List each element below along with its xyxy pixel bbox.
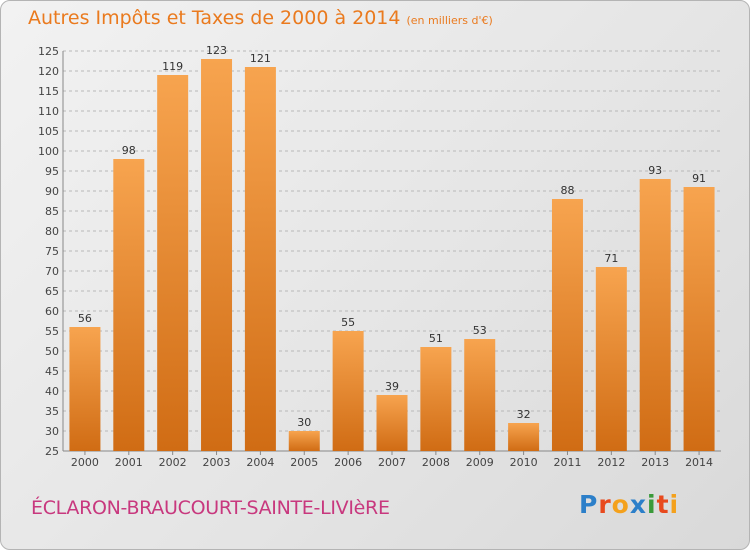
bar-value-label: 51 [429, 332, 443, 345]
x-tick-label: 2012 [597, 456, 625, 469]
bar-value-label: 88 [560, 184, 574, 197]
bar [551, 199, 583, 451]
x-tick-label: 2004 [246, 456, 274, 469]
y-tick-label: 120 [38, 65, 59, 78]
chart-unit: (en milliers d'€) [406, 14, 493, 27]
bar [201, 59, 233, 451]
bar-value-label: 91 [692, 172, 706, 185]
bar [157, 75, 189, 451]
y-tick-label: 95 [45, 165, 59, 178]
y-tick-label: 60 [45, 305, 59, 318]
y-tick-label: 85 [45, 205, 59, 218]
x-tick-label: 2001 [115, 456, 143, 469]
y-tick-label: 110 [38, 105, 59, 118]
y-tick-label: 30 [45, 425, 59, 438]
x-tick-label: 2014 [685, 456, 713, 469]
bar [113, 159, 145, 451]
x-tick-label: 2002 [159, 456, 187, 469]
x-tick-label: 2007 [378, 456, 406, 469]
bar-value-label: 39 [385, 380, 399, 393]
chart-title-text: Autres Impôts et Taxes de 2000 à 2014 [28, 7, 401, 29]
bar [332, 331, 364, 451]
chart-title: Autres Impôts et Taxes de 2000 à 2014 (en… [28, 7, 493, 29]
y-tick-label: 45 [45, 365, 59, 378]
y-tick-label: 125 [38, 45, 59, 58]
x-tick-label: 2008 [422, 456, 450, 469]
bar [464, 339, 496, 451]
bar-value-label: 93 [648, 164, 662, 177]
bar [244, 67, 276, 451]
bar [420, 347, 452, 451]
bar [508, 423, 540, 451]
bar-value-label: 121 [250, 52, 271, 65]
y-tick-label: 35 [45, 405, 59, 418]
bar [639, 179, 671, 451]
bar [595, 267, 627, 451]
y-tick-label: 105 [38, 125, 59, 138]
axes: 25 30 35 40 45 50 55 60 65 70 75 80 85 90 95 100 105 110 1… [38, 45, 721, 469]
bar [288, 431, 320, 451]
bar [376, 395, 408, 451]
bar-value-label: 119 [162, 60, 183, 73]
bar-value-label: 98 [122, 144, 136, 157]
y-tick-label: 55 [45, 325, 59, 338]
x-tick-label: 2009 [466, 456, 494, 469]
bar-value-label: 55 [341, 316, 355, 329]
x-tick-label: 2013 [641, 456, 669, 469]
y-tick-label: 50 [45, 345, 59, 358]
y-tick-label: 70 [45, 265, 59, 278]
proxiti-logo: Proxiti [579, 490, 680, 519]
y-tick-label: 100 [38, 145, 59, 158]
x-tick-label: 2000 [71, 456, 99, 469]
bar-value-label: 53 [473, 324, 487, 337]
y-tick-label: 75 [45, 245, 59, 258]
x-tick-label: 2003 [203, 456, 231, 469]
y-tick-label: 115 [38, 85, 59, 98]
y-tick-label: 25 [45, 445, 59, 458]
bar-value-label: 123 [206, 44, 227, 57]
bar-value-label: 32 [517, 408, 531, 421]
y-tick-label: 90 [45, 185, 59, 198]
bar [683, 187, 715, 451]
bars: 56 98 119 123 121 30 55 39 51 53 32 88 71 93 91 [69, 44, 715, 451]
commune-name: ÉCLARON-BRAUCOURT-SAINTE-LIVIèRE [31, 497, 390, 519]
y-tick-label: 80 [45, 225, 59, 238]
x-tick-label: 2005 [290, 456, 318, 469]
bar-value-label: 30 [297, 416, 311, 429]
y-tick-label: 65 [45, 285, 59, 298]
x-tick-label: 2011 [553, 456, 581, 469]
y-tick-label: 40 [45, 385, 59, 398]
x-tick-label: 2010 [510, 456, 538, 469]
bar [69, 327, 101, 451]
bar-value-label: 71 [604, 252, 618, 265]
bar-value-label: 56 [78, 312, 92, 325]
x-tick-label: 2006 [334, 456, 362, 469]
